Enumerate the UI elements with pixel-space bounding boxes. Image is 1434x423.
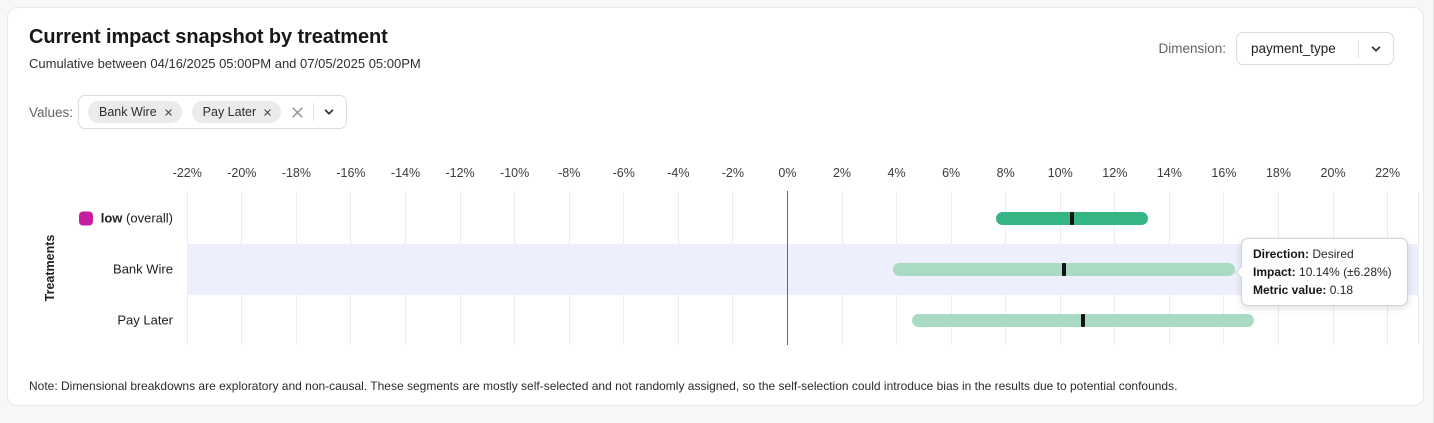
dimension-selected-value: payment_type xyxy=(1251,41,1336,56)
axis-tick-label: -18% xyxy=(281,166,311,180)
impact-snapshot-card: Current impact snapshot by treatment Cum… xyxy=(7,7,1424,406)
chart-plot-area xyxy=(160,191,1419,345)
impact-center-tick xyxy=(1069,211,1074,225)
page-title: Current impact snapshot by treatment xyxy=(29,26,388,48)
clear-all-icon[interactable] xyxy=(290,105,305,120)
axis-tick-label: 6% xyxy=(942,166,961,180)
date-range-subtitle: Cumulative between 04/16/2025 05:00PM an… xyxy=(29,56,421,71)
axis-tick-label: 0% xyxy=(778,166,797,180)
axis-tick-label: -6% xyxy=(612,166,635,180)
axis-tick-label: -20% xyxy=(227,166,257,180)
dimension-label: Dimension: xyxy=(1158,41,1226,56)
axis-tick-label: -14% xyxy=(390,166,421,180)
axis-tick-label: 14% xyxy=(1156,166,1182,180)
row-label-text: Pay Later xyxy=(117,312,173,328)
axis-tick-label: -8% xyxy=(558,166,581,180)
chevron-down-icon[interactable] xyxy=(322,105,336,119)
remove-chip-icon[interactable] xyxy=(164,108,173,117)
dimension-control: Dimension: payment_type xyxy=(1158,32,1394,65)
treatment-row-labels: low (overall) Bank Wire Pay Later xyxy=(8,191,173,345)
axis-tick-label: -16% xyxy=(336,166,366,180)
remove-chip-icon[interactable] xyxy=(263,108,272,117)
axis-tick-label: -2% xyxy=(721,166,745,180)
axis-tick-label: -22% xyxy=(172,166,202,180)
axis-tick-label: 8% xyxy=(996,166,1015,180)
axis-tick-label: 20% xyxy=(1320,166,1346,180)
y-axis-label-wrap: Treatments xyxy=(43,191,57,345)
tooltip-impact-line: Impact: 10.14% (±6.28%) xyxy=(1253,265,1392,279)
axis-tick-label: 2% xyxy=(832,166,852,180)
disclaimer-note: Note: Dimensional breakdowns are explora… xyxy=(29,379,1178,393)
tooltip-direction-line: Direction: Desired xyxy=(1253,247,1354,261)
dimension-select[interactable]: payment_type xyxy=(1236,32,1394,65)
axis-tick-label: 22% xyxy=(1375,166,1401,180)
row-label-bank-wire: Bank Wire xyxy=(113,262,173,277)
filter-chip-label: Pay Later xyxy=(202,105,257,119)
chevron-down-icon[interactable] xyxy=(1369,42,1383,56)
filter-chip-label: Bank Wire xyxy=(99,105,157,119)
impact-center-tick xyxy=(1080,313,1085,327)
values-label: Values: xyxy=(29,104,74,120)
axis-tick-label: -4% xyxy=(667,166,690,180)
filter-chips: Bank Wire Pay Later xyxy=(88,101,282,123)
filter-chip-bank-wire[interactable]: Bank Wire xyxy=(88,101,182,123)
axis-tick-label: -12% xyxy=(445,166,475,180)
zero-line xyxy=(786,191,789,345)
values-multiselect[interactable]: Bank Wire Pay Later xyxy=(78,95,347,129)
legend-swatch xyxy=(78,211,93,225)
row-label-text: low (overall) xyxy=(100,210,173,226)
tooltip-metric-line: Metric value: 0.18 xyxy=(1253,283,1354,297)
x-axis-tick-labels: -22% -20% -18% -16% -14% -12% -10% -8% -6% -4% -2%… xyxy=(160,165,1419,181)
axis-tick-label: 18% xyxy=(1265,166,1292,180)
axis-tick-label: -10% xyxy=(500,166,530,180)
select-divider xyxy=(1358,39,1359,58)
y-axis-label: Treatments xyxy=(43,234,57,302)
row-label-low-overall: low (overall) xyxy=(78,210,173,226)
values-divider xyxy=(313,103,314,121)
row-label-pay-later: Pay Later xyxy=(117,313,173,328)
filter-chip-pay-later[interactable]: Pay Later xyxy=(191,101,282,123)
impact-tooltip: Direction: Desired Impact: 10.14% (±6.28… xyxy=(1235,238,1408,306)
axis-tick-label: 4% xyxy=(887,166,906,180)
axis-tick-label: 16% xyxy=(1211,166,1237,180)
row-label-text: Bank Wire xyxy=(113,261,173,277)
impact-center-tick xyxy=(1062,262,1067,276)
axis-tick-label: 12% xyxy=(1102,166,1128,180)
axis-tick-label: 10% xyxy=(1047,166,1073,180)
